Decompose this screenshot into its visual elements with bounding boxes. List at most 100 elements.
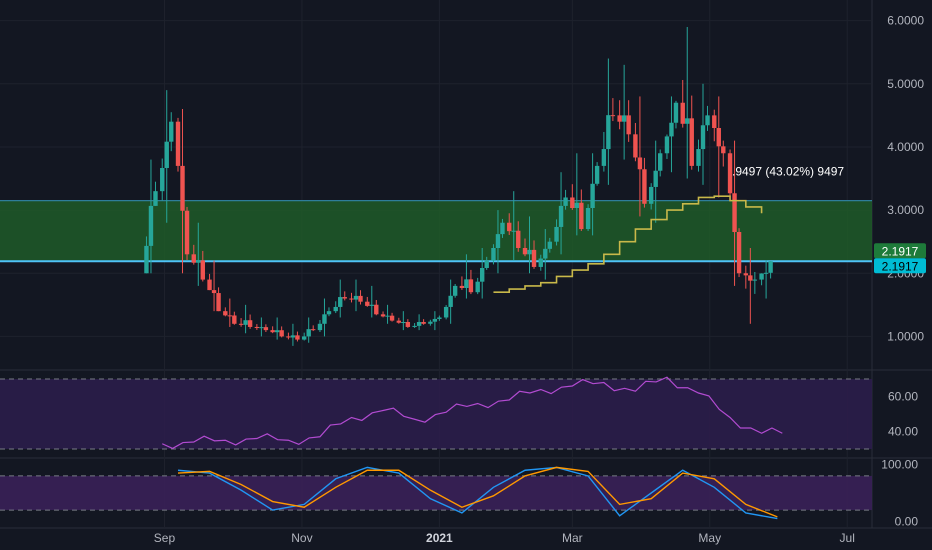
candle-body: [543, 248, 548, 259]
candle-body: [437, 317, 442, 319]
candle-body: [184, 210, 190, 255]
candle-body: [759, 273, 764, 280]
candle-body: [243, 320, 248, 325]
moving-average-series: [493, 195, 763, 294]
measure-annotation: .9497 (43.02%) 9497: [732, 164, 844, 178]
candle-body: [301, 336, 307, 340]
candle-body: [484, 260, 489, 268]
y-tick-label: 4.0000: [887, 140, 924, 154]
candle-body: [223, 311, 228, 316]
candle-body: [200, 260, 205, 280]
candle-body: [748, 275, 753, 281]
candle-body: [310, 329, 316, 331]
candle-body: [211, 290, 217, 294]
candle-body: [412, 325, 417, 327]
candle-body: [637, 157, 643, 170]
candle-body: [238, 323, 244, 325]
candle-body: [574, 202, 580, 208]
candle-body: [479, 268, 485, 282]
candle-body: [590, 183, 595, 208]
price-badge: [874, 243, 926, 259]
x-tick-label: Sep: [154, 531, 176, 545]
candle-body: [333, 306, 338, 312]
candle-body: [160, 168, 165, 192]
candle-body: [685, 118, 690, 124]
candle-body: [396, 320, 402, 323]
candle-body: [180, 165, 185, 211]
y-tick-label: 5.0000: [887, 77, 924, 91]
candle-body: [274, 330, 280, 333]
candle-body: [448, 295, 453, 307]
candle-body: [153, 191, 158, 206]
candle-body: [606, 115, 611, 150]
candle-body: [653, 170, 658, 187]
x-tick-label: Nov: [291, 531, 312, 545]
candle-body: [768, 261, 773, 273]
y-tick-label: 6.0000: [887, 14, 924, 28]
candle-body: [317, 323, 323, 331]
candle-body: [353, 295, 359, 300]
candle-body: [342, 297, 347, 299]
candle-body: [270, 330, 275, 333]
candle-body: [696, 149, 701, 166]
candle-body: [657, 153, 663, 171]
candle-body: [721, 146, 726, 154]
candle-body: [664, 136, 670, 154]
candle-body: [385, 315, 390, 317]
candle-body: [405, 322, 411, 327]
ma-line: [493, 195, 763, 294]
candle-body: [306, 329, 311, 337]
candle-body: [326, 311, 332, 315]
stoch-d-line: [177, 466, 778, 518]
candle-body: [531, 249, 537, 267]
candle-body: [169, 121, 174, 142]
y-tick-label: 3.0000: [887, 203, 924, 217]
candle-body: [669, 122, 674, 137]
candle-body: [148, 205, 154, 246]
candle-body: [263, 327, 269, 331]
candle-body: [743, 273, 749, 276]
candle-body: [516, 230, 521, 248]
candle-body: [527, 249, 532, 255]
stoch-tick-label: 100.00: [881, 458, 918, 472]
candle-body: [322, 314, 327, 324]
candle-body: [642, 169, 647, 204]
candle-body: [144, 245, 149, 274]
candle-body: [700, 125, 706, 150]
candle-body: [374, 304, 379, 315]
candle-body: [621, 115, 627, 122]
candle-body: [432, 318, 438, 322]
candle-body: [554, 226, 559, 242]
candle-body: [247, 320, 253, 327]
candle-body: [511, 230, 516, 232]
candle-body: [507, 222, 512, 232]
rsi-tick-label: 40.00: [888, 425, 918, 439]
candle-body: [232, 315, 237, 324]
candle-body: [617, 115, 622, 122]
candle-body: [259, 327, 264, 329]
candle-body: [290, 335, 296, 338]
candle-body: [389, 315, 395, 321]
stoch-k-line: [177, 466, 778, 520]
candle-body: [538, 258, 543, 267]
candle-body: [563, 197, 568, 206]
rsi-tick-label: 60.00: [888, 390, 918, 404]
candle-body: [763, 272, 769, 274]
price-badge-label: 2.1917: [882, 259, 919, 273]
candle-body: [365, 301, 370, 306]
x-tick-label: Mar: [562, 531, 583, 545]
y-tick-label: 1.0000: [887, 329, 924, 343]
price-badge-label: 2.1917: [882, 244, 919, 258]
candle-body: [175, 121, 181, 166]
candle-body: [648, 186, 654, 204]
candle-body: [570, 197, 575, 208]
rsi-line: [161, 376, 783, 450]
candle-body: [594, 165, 600, 184]
candle-body: [579, 202, 584, 230]
candle-body: [673, 102, 679, 123]
candle-body: [558, 205, 564, 227]
candle-body: [416, 322, 422, 326]
rsi-pane: [0, 376, 872, 450]
candle-body: [500, 222, 505, 235]
